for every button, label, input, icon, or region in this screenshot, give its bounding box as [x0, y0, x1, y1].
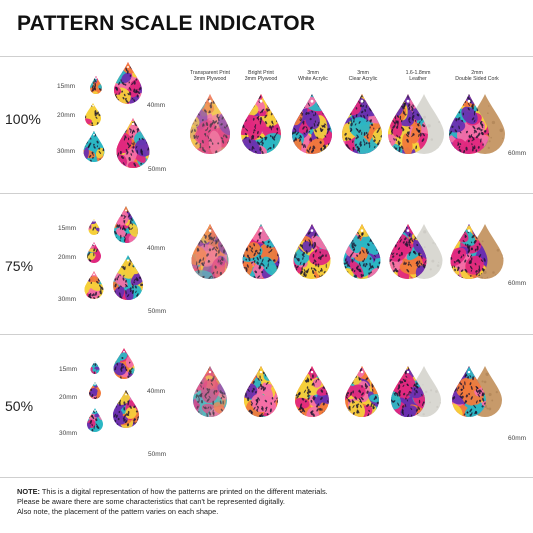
sample-drop-large-0-1: [116, 118, 150, 169]
page-title: PATTERN SCALE INDICATOR: [17, 12, 316, 35]
size-label-50mm: 50mm: [148, 308, 167, 315]
size-label-40mm: 40mm: [147, 102, 166, 109]
material-line2: White Acrylic: [298, 76, 328, 82]
material-line2: Clear Acrylic: [348, 76, 378, 82]
sample-drop-large-0-0: [114, 62, 142, 104]
material-drop-white-2: [295, 366, 329, 417]
size-label-60mm: 60mm: [508, 280, 527, 287]
sample-drop-large-1-0: [114, 206, 138, 243]
material-drop-transparent-1: [191, 224, 229, 279]
size-label-30mm: 30mm: [59, 430, 78, 437]
scale-label: 75%: [5, 258, 34, 274]
sample-drop-small-1-1: [87, 242, 101, 263]
material-drop-clear-2: [345, 366, 379, 417]
material-line1: Transparent Print: [190, 70, 230, 76]
sample-drop-small-2-0: [90, 361, 100, 374]
material-header-cork: 2mm Double Sided Cork: [447, 70, 507, 82]
size-label-30mm: 30mm: [58, 296, 77, 303]
material-line1: 1.6-1.8mm: [405, 70, 431, 76]
note-line2: Please be aware there are some character…: [17, 497, 285, 506]
material-drop-bright-2: [244, 366, 278, 417]
material-line1: Bright Print: [248, 70, 274, 76]
divider-3: [0, 477, 533, 478]
sample-drop-large-2-1: [113, 390, 139, 428]
material-line2: Leather: [409, 76, 427, 82]
material-line2: 3mm Plywood: [193, 76, 227, 82]
size-label-20mm: 20mm: [57, 112, 76, 119]
top-divider: [0, 56, 533, 57]
material-drop-white-0: [292, 94, 332, 154]
size-label-60mm: 60mm: [508, 150, 527, 157]
size-label-30mm: 30mm: [57, 148, 76, 155]
material-drop-clear-1: [343, 224, 381, 279]
size-label-15mm: 15mm: [58, 225, 77, 232]
note-line3: Also note, the placement of the pattern …: [17, 507, 219, 516]
material-drop-bright-0: [241, 94, 281, 154]
sample-drop-large-1-1: [113, 255, 143, 300]
material-line2: Double Sided Cork: [455, 76, 499, 82]
material-line1: 2mm: [471, 70, 483, 76]
material-line2: 3mm Plywood: [244, 76, 278, 82]
material-line1: 3mm: [307, 70, 319, 76]
size-label-15mm: 15mm: [59, 366, 78, 373]
size-label-40mm: 40mm: [147, 245, 166, 252]
material-line1: 3mm: [357, 70, 369, 76]
note-label: NOTE:: [17, 487, 40, 496]
scale-label: 50%: [5, 398, 34, 414]
material-header-bright-plywood: Bright Print 3mm Plywood: [231, 70, 291, 82]
note: NOTE: This is a digital representation o…: [17, 487, 517, 517]
material-drop-clear-0: [342, 94, 382, 154]
size-label-50mm: 50mm: [148, 166, 167, 173]
material-header-white-acrylic: 3mm White Acrylic: [283, 70, 343, 82]
note-line1: This is a digital representation of how …: [41, 487, 328, 496]
material-header-leather: 1.6-1.8mm Leather: [388, 70, 448, 82]
divider-2: [0, 334, 533, 335]
size-label-20mm: 20mm: [59, 394, 78, 401]
size-label-20mm: 20mm: [58, 254, 77, 261]
material-drop-white-1: [293, 224, 331, 280]
material-header-transparent-plywood: Transparent Print 3mm Plywood: [180, 70, 240, 82]
sample-drop-small-2-1: [89, 382, 101, 399]
size-label-50mm: 50mm: [148, 451, 167, 458]
divider-1: [0, 193, 533, 194]
size-label-15mm: 15mm: [57, 83, 76, 90]
size-label-40mm: 40mm: [147, 388, 166, 395]
material-header-clear-acrylic: 3mm Clear Acrylic: [333, 70, 393, 82]
scale-label: 100%: [5, 111, 41, 127]
sample-drop-small-1-0: [88, 219, 100, 236]
material-drop-transparent-2: [193, 366, 227, 417]
size-label-60mm: 60mm: [508, 435, 527, 442]
material-drop-transparent-0: [190, 94, 230, 154]
